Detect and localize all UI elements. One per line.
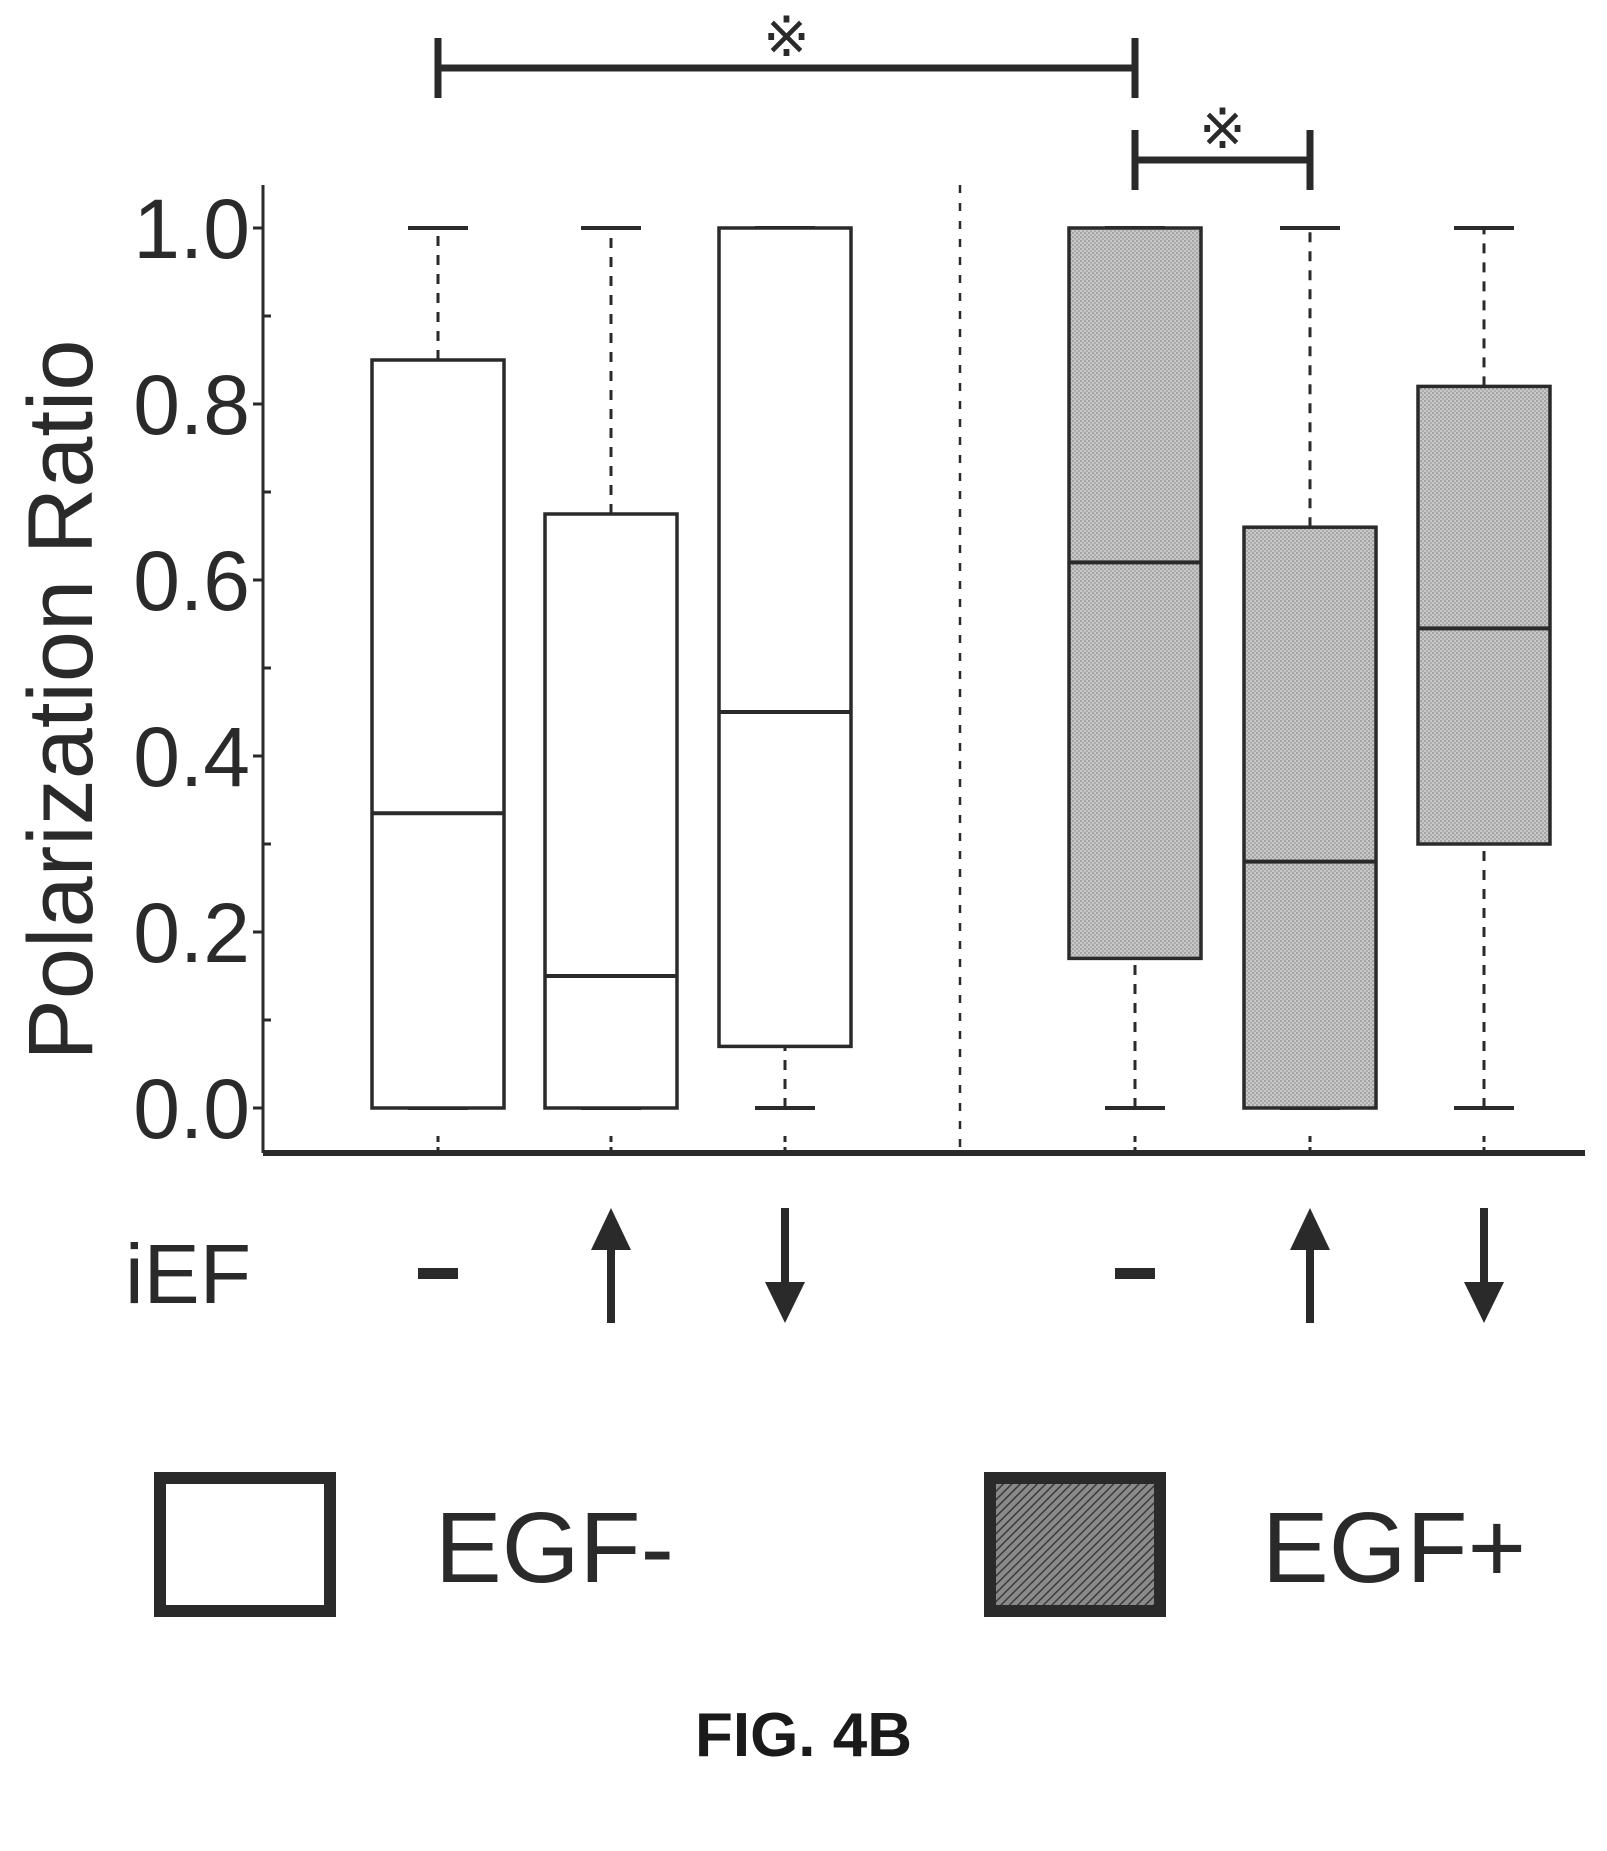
iEF-marker-2	[591, 1208, 631, 1323]
legend-label: EGF+	[1262, 1492, 1526, 1604]
legend-label: EGF-	[435, 1492, 674, 1604]
minus-icon	[418, 1268, 458, 1279]
y-tick-label: 1.0	[133, 182, 250, 276]
iEF-marker-4	[1115, 1268, 1155, 1279]
legend-swatch	[984, 1472, 1166, 1617]
significance-bracket-1: ※	[434, 5, 1139, 98]
y-tick-label: 0.8	[133, 358, 250, 452]
up-arrow-head	[1290, 1208, 1330, 1250]
legend-entry-1: EGF-	[154, 1472, 674, 1617]
significance-asterisk: ※	[1199, 97, 1246, 162]
y-tick-label: 0.4	[133, 710, 250, 804]
iEF-row-label: iEF	[125, 1227, 251, 1321]
box-6	[1416, 226, 1552, 1153]
y-tick-label: 0.6	[133, 534, 250, 628]
legend-swatch	[154, 1472, 336, 1617]
significance-bracket-2: ※	[1131, 97, 1314, 190]
box-iqr	[370, 358, 506, 1110]
box-iqr	[1416, 384, 1552, 846]
down-arrow-head	[765, 1282, 805, 1323]
box-1	[370, 226, 506, 1153]
significance-asterisk: ※	[763, 5, 810, 70]
box-iqr	[1242, 525, 1378, 1110]
y-tick-label: 0.0	[133, 1062, 250, 1156]
box-iqr	[543, 512, 679, 1110]
box-4	[1067, 226, 1203, 1153]
box-5	[1242, 226, 1378, 1153]
box-iqr	[1067, 226, 1203, 961]
box-2	[543, 226, 679, 1153]
up-arrow-head	[591, 1208, 631, 1250]
iEF-marker-3	[765, 1208, 805, 1323]
iEF-marker-6	[1464, 1208, 1504, 1323]
minus-icon	[1115, 1268, 1155, 1279]
iEF-marker-5	[1290, 1208, 1330, 1323]
iEF-marker-1	[418, 1268, 458, 1279]
legend-entry-2: EGF+	[984, 1472, 1526, 1617]
y-tick-label: 0.2	[133, 886, 250, 980]
box-iqr	[717, 226, 853, 1049]
figure-caption: FIG. 4B	[694, 1701, 913, 1770]
box-3	[717, 226, 853, 1153]
y-axis-label: Polarization Ratio	[10, 339, 112, 1060]
down-arrow-head	[1464, 1282, 1504, 1323]
